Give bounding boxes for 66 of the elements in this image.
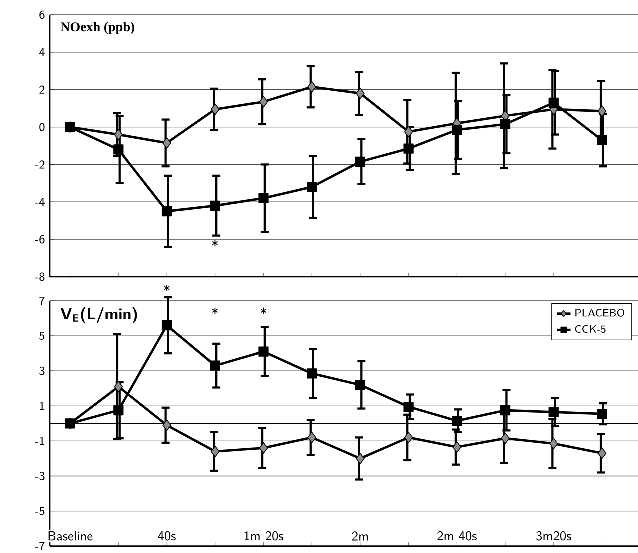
- x-tick-label: 40s: [158, 531, 176, 541]
- point: [210, 200, 220, 211]
- point: [259, 96, 268, 108]
- chart-title: V$_{E}$(L/min): [61, 308, 138, 324]
- point: [210, 104, 220, 116]
- y-tick-label: -1: [35, 437, 44, 446]
- x-tick-label: 2m 40s: [438, 531, 477, 541]
- y-tick-label: 3: [40, 366, 45, 376]
- y-tick-label: -3: [35, 472, 45, 480]
- legend-label: CCK-5: [575, 325, 606, 334]
- y-tick-label: -8: [35, 272, 45, 282]
- point: [210, 446, 220, 458]
- y-tick-label: 2: [40, 86, 45, 94]
- chart-title: NOexh (ppb): [60, 22, 134, 34]
- point: [162, 206, 172, 217]
- point: [355, 156, 366, 167]
- point: [404, 432, 414, 444]
- point: [404, 144, 414, 154]
- annotation: *: [261, 308, 266, 314]
- point: [452, 442, 462, 454]
- y-tick-label: -5: [35, 507, 45, 516]
- x-tick-label: 3m20s: [536, 531, 572, 541]
- y-tick-label: -4: [35, 198, 45, 206]
- point: [162, 137, 172, 149]
- point: [501, 432, 510, 444]
- point: [355, 380, 366, 390]
- y-tick-label: -6: [35, 235, 45, 244]
- x-tick-label: 1m 20s: [244, 531, 284, 541]
- point: [452, 416, 462, 426]
- point: [549, 438, 558, 450]
- point: [356, 88, 365, 100]
- y-tick-label: 6: [40, 10, 45, 20]
- point: [308, 81, 316, 93]
- y-tick-label: 0: [40, 123, 45, 132]
- y-tick-label: 5: [40, 332, 45, 340]
- point: [548, 407, 559, 418]
- x-tick-label: Baseline: [48, 531, 93, 541]
- point: [597, 408, 608, 420]
- point: [114, 405, 124, 416]
- point: [162, 420, 172, 432]
- y-tick-label: 7: [40, 297, 45, 305]
- point: [356, 452, 365, 464]
- point: [307, 368, 318, 379]
- legend-label: PLACEBO: [576, 309, 625, 317]
- x-tick-label: 2m: [352, 532, 368, 541]
- point: [114, 144, 124, 155]
- y-tick-label: 1: [40, 402, 44, 410]
- point: [258, 193, 269, 204]
- point: [598, 448, 607, 460]
- point: [308, 432, 316, 444]
- point: [548, 98, 559, 108]
- annotation: *: [212, 308, 218, 314]
- point: [210, 360, 220, 371]
- point: [114, 129, 124, 141]
- text: *: [164, 284, 170, 292]
- point: [162, 320, 172, 331]
- point: [404, 402, 414, 412]
- point: [258, 346, 269, 357]
- annotation: *: [212, 240, 218, 247]
- point: [307, 182, 318, 192]
- point: [259, 442, 268, 454]
- point: [452, 125, 462, 136]
- y-tick-label: -7: [35, 542, 45, 550]
- y-tick-label: -2: [35, 160, 45, 169]
- point: [500, 119, 511, 130]
- y-tick-label: 4: [39, 48, 45, 56]
